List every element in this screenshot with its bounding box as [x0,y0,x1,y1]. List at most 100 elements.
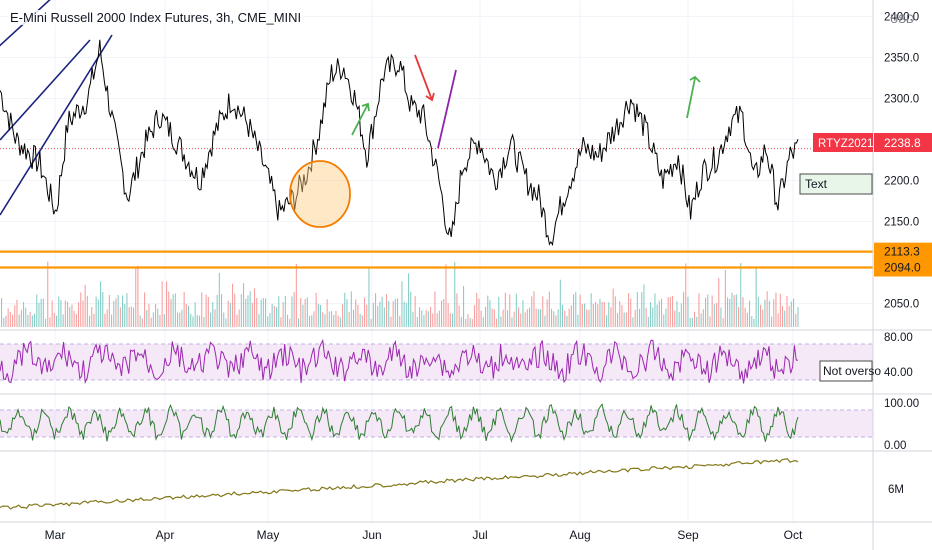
volume-bar [130,306,132,327]
volume-bar [784,310,786,327]
volume-bar [595,302,597,327]
volume-bar [498,296,500,327]
volume-bar [423,315,425,327]
volume-bar [157,308,159,327]
volume-bar [751,316,753,327]
volume-bar [179,312,181,327]
price-series [0,39,799,247]
volume-bar [654,293,656,327]
volume-bar [601,301,603,327]
volume-bar [691,317,693,327]
volume-bar [443,299,445,327]
volume-bar [280,317,282,327]
volume-bar [174,293,176,327]
volume-bar [313,311,315,327]
volume-bar [276,307,278,327]
volume-bar [111,314,113,327]
volume-bar [205,294,207,327]
volume-bar [152,312,154,327]
volume-bar [612,288,614,327]
volume-bar [489,300,491,327]
price-tick-label: 2350.0 [884,52,919,64]
volume-bar [535,308,537,327]
volume-bar [141,318,143,327]
support-label: 2094.0 [884,260,921,274]
volume-bar [716,303,718,327]
volume-bar [658,300,660,327]
time-axis[interactable]: Mar Apr May Jun Jul Aug Sep Oct [45,528,803,542]
rsi-note[interactable]: Not overso [819,360,881,382]
volume-bar [731,292,733,327]
volume-bar [124,304,126,327]
volume-bar [643,284,645,327]
volume-bar [245,298,247,327]
channel-line-3 [0,34,113,216]
volume-bar [216,294,218,327]
text-drawing[interactable]: Text [799,173,873,195]
volume-bar [243,283,245,327]
volume-bar [223,312,225,327]
month-label: Mar [45,528,66,542]
volume-bar [469,318,471,327]
highlight-circle[interactable] [289,160,351,228]
volume-bar [544,315,546,327]
volume-bar [375,293,377,327]
volume-bar [579,294,581,327]
volume-bar [500,316,502,327]
volume-bar [665,308,667,327]
currency-label: USD [890,14,914,26]
volume-bar [234,293,236,327]
volume-bar [669,297,671,327]
volume-bar [324,314,326,327]
volume-bar [71,304,73,327]
volume-bar [621,304,623,327]
volume-bar [509,294,511,327]
volume-bar [339,317,341,327]
volume-bar [553,311,555,327]
volume-bar [729,298,731,327]
volume-bar [254,288,256,327]
volume-bar [97,299,99,327]
volume-bar [335,311,337,327]
volume-bar [236,314,238,327]
volume-bar [434,291,436,327]
month-label: Jun [362,528,381,542]
volume-bar [25,307,27,327]
volume-bar [694,311,696,327]
volume-bar [300,297,302,327]
volume-bar [392,301,394,327]
symbol-label: RTYZ2021 [818,138,873,150]
volume-bar [634,309,636,327]
volume-bar [689,318,691,327]
volume-bar [5,315,7,327]
volume-bar [20,309,22,327]
volume-bar [603,302,605,327]
volume-bar [647,317,649,327]
volume-bar [454,262,456,327]
volume-bar [232,283,234,327]
volume-bar [56,315,58,327]
obv-panel [0,458,799,510]
volume-bar [724,270,726,327]
volume-bar [210,312,212,327]
text-drawing-label: Text [805,177,828,191]
volume-bar [163,314,165,327]
volume-bar [29,312,31,327]
volume-bar [718,278,720,327]
volume-bar [331,311,333,327]
volume-bar [267,316,269,327]
volume-bar [511,317,513,327]
volume-bar [146,310,148,327]
volume-bar [685,263,687,327]
volume-bar [645,307,647,327]
volume-bar [599,298,601,327]
volume-bar [757,297,759,327]
volume-bar [414,296,416,327]
volume-bar [388,301,390,327]
volume-bar [342,304,344,327]
volume-bar [542,296,544,327]
volume-bar [27,314,29,327]
volume-bar [238,309,240,327]
